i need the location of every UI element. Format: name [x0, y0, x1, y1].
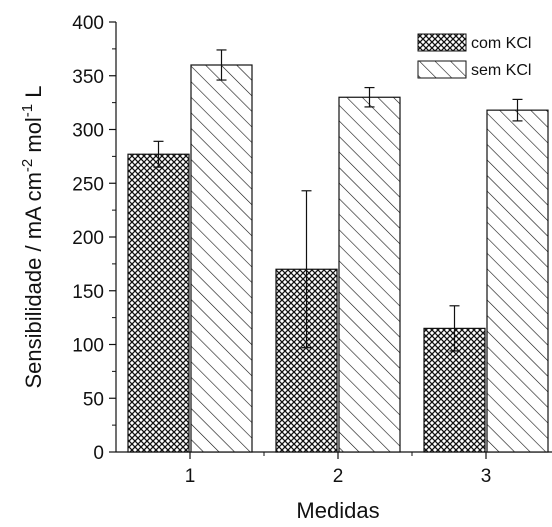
x-tick-label: 3 [481, 466, 492, 487]
y-tick-label: 150 [72, 282, 104, 303]
error-bar [449, 305, 460, 352]
y-axis-label: Sensibilidade / mA cm-2 mol-1 L [19, 85, 46, 388]
y-axis-label-base: Sensibilidade / mA cm [21, 172, 46, 388]
y-axis-label-mid: mol [21, 117, 46, 159]
error-bar [216, 49, 227, 81]
y-tick-label: 250 [72, 174, 104, 195]
error-bar [364, 86, 375, 108]
bar-sem-kcl-2 [338, 96, 401, 453]
y-tick-label: 200 [72, 228, 104, 249]
bar-sem-kcl-1 [190, 64, 253, 453]
y-tick-label: 50 [83, 389, 104, 410]
y-ticks: 0 50 100 150 200 250 300 350 400 [72, 13, 116, 464]
error-bar [301, 190, 312, 349]
y-tick-label: 400 [72, 13, 104, 34]
bar-sem-kcl-3 [486, 109, 549, 453]
legend-label-com-kcl: com KCl [471, 35, 531, 52]
x-tick-label: 1 [185, 466, 196, 487]
error-bar [153, 140, 164, 168]
y-axis-label-end: L [21, 85, 46, 103]
error-bars [153, 49, 523, 352]
y-tick-label: 350 [72, 67, 104, 88]
x-ticks: 1 2 3 [185, 452, 492, 487]
y-axis-label-sup1: -2 [19, 159, 36, 172]
y-tick-label: 300 [72, 121, 104, 142]
x-axis-label: Medidas [296, 498, 379, 523]
y-tick-label: 0 [93, 443, 104, 464]
x-tick-label: 2 [333, 466, 344, 487]
bar-com-kcl-1 [127, 153, 190, 453]
legend-swatch-com-kcl [417, 33, 467, 52]
error-bar [512, 98, 523, 122]
legend: com KCl sem KCl [417, 33, 531, 79]
legend-label-sem-kcl: sem KCl [471, 62, 531, 79]
y-tick-label: 100 [72, 336, 104, 357]
y-axis-label-sup2: -1 [19, 104, 36, 117]
legend-swatch-sem-kcl [417, 60, 467, 79]
bars [127, 64, 549, 453]
